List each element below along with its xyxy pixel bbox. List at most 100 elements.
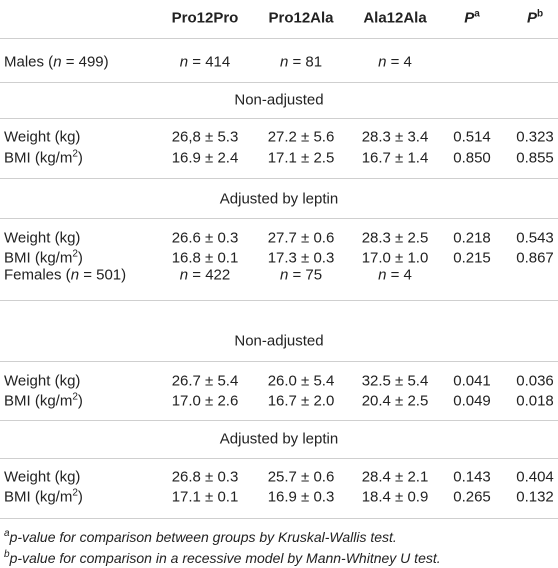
- column-header: Pro12Pro: [172, 10, 239, 27]
- cell: 27.7 ± 0.6: [267, 229, 335, 247]
- text-part: Females (: [4, 266, 71, 284]
- text-part: n: [378, 53, 387, 71]
- group-count: n = 4: [378, 267, 412, 284]
- text-part: P: [464, 9, 475, 27]
- cell: 0.514: [453, 128, 491, 146]
- row-label: Weight (kg): [4, 230, 80, 247]
- text-part: a: [474, 8, 480, 20]
- text-part: BMI (kg/m: [4, 392, 73, 410]
- text-part: Weight (kg): [4, 229, 81, 247]
- text-part: 2: [72, 148, 78, 160]
- text-part: = 81: [288, 53, 323, 71]
- section-title: Adjusted by leptin: [219, 430, 339, 448]
- column-header: Pa: [464, 8, 480, 27]
- row-rule: [0, 118, 558, 119]
- row-rule: [0, 218, 558, 219]
- column-header: Pro12Ala: [268, 10, 333, 27]
- text-part: b: [4, 549, 10, 560]
- cell: 26.6 ± 0.3: [171, 229, 239, 247]
- row-label: BMI (kg/m2): [4, 248, 83, 267]
- cell: 25.7 ± 0.6: [267, 468, 335, 486]
- row-label: BMI (kg/m2): [4, 391, 83, 410]
- text-part: Males (: [4, 53, 54, 71]
- section-title: Non-adjusted: [234, 332, 324, 350]
- text-part: BMI (kg/m: [4, 249, 73, 267]
- cell: 17.3 ± 0.3: [267, 249, 335, 267]
- text-part: = 4: [386, 53, 412, 71]
- cell: 17.0 ± 2.6: [171, 392, 239, 410]
- row-label: Weight (kg): [4, 129, 80, 146]
- row-rule: [0, 458, 558, 459]
- group-count: n = 414: [180, 54, 230, 71]
- cell: 0.867: [516, 249, 554, 267]
- cell: 17.0 ± 1.0: [361, 249, 429, 267]
- text-part: = 501): [79, 266, 127, 284]
- cell: 32.5 ± 5.4: [361, 372, 429, 390]
- cell: 26.8 ± 0.3: [171, 468, 239, 486]
- row-label: Weight (kg): [4, 469, 80, 486]
- text-part: Pro12Ala: [268, 9, 334, 27]
- text-part: Weight (kg): [4, 372, 81, 390]
- text-part: n: [279, 266, 289, 284]
- footnote: bp-value for comparison in a recessive m…: [4, 549, 441, 567]
- text-part: n: [179, 266, 189, 284]
- cell: 16.9 ± 2.4: [171, 149, 239, 167]
- row-rule: [0, 38, 558, 39]
- cell: 26.7 ± 5.4: [171, 372, 239, 390]
- cell: 0.404: [516, 468, 554, 486]
- text-part: 2: [72, 391, 78, 403]
- text-part: ): [77, 488, 83, 506]
- text-part: n: [70, 266, 80, 284]
- text-part: 2: [72, 487, 78, 499]
- cell: 17.1 ± 0.1: [171, 488, 239, 506]
- text-part: Weight (kg): [4, 128, 81, 146]
- cell: 0.036: [516, 372, 554, 390]
- text-part: ): [77, 149, 83, 167]
- text-part: = 422: [188, 266, 231, 284]
- cell: 0.850: [453, 149, 491, 167]
- cell: 16.7 ± 2.0: [267, 392, 335, 410]
- group-count: n = 4: [378, 54, 412, 71]
- cell: 0.041: [453, 372, 491, 390]
- group-count: n = 75: [280, 267, 322, 284]
- row-rule: [0, 518, 558, 519]
- cell: 0.855: [516, 149, 554, 167]
- text-part: n: [378, 266, 387, 284]
- text-part: n: [179, 53, 189, 71]
- cell: 16.9 ± 0.3: [267, 488, 335, 506]
- cell: 0.323: [516, 128, 554, 146]
- cell: 28.3 ± 2.5: [361, 229, 429, 247]
- text-part: p-value for comparison between groups by…: [9, 529, 397, 545]
- cell: 0.049: [453, 392, 491, 410]
- row-label: BMI (kg/m2): [4, 487, 83, 506]
- text-part: = 75: [288, 266, 323, 284]
- text-part: Weight (kg): [4, 468, 81, 486]
- text-part: P: [526, 9, 537, 27]
- text-part: n: [53, 53, 62, 71]
- row-rule: [0, 300, 558, 301]
- row-rule: [0, 178, 558, 179]
- column-header: Pb: [526, 8, 544, 27]
- text-part: p-value for comparison in a recessive mo…: [9, 550, 441, 566]
- text-part: b: [536, 8, 544, 20]
- row-label: Weight (kg): [4, 373, 80, 390]
- cell: 16.8 ± 0.1: [171, 249, 239, 267]
- text-part: 2: [72, 248, 78, 260]
- text-part: Pro12Pro: [171, 9, 239, 27]
- cell: 0.143: [453, 468, 491, 486]
- column-header: Ala12Ala: [363, 10, 426, 27]
- text-part: = 414: [188, 53, 231, 71]
- cell: 0.265: [453, 488, 491, 506]
- cell: 20.4 ± 2.5: [361, 392, 429, 410]
- text-part: ): [77, 249, 83, 267]
- text-part: BMI (kg/m: [4, 149, 73, 167]
- cell: 26,8 ± 5.3: [171, 128, 239, 146]
- cell: 28.3 ± 3.4: [361, 128, 429, 146]
- cell: 26.0 ± 5.4: [267, 372, 335, 390]
- text-part: ): [77, 392, 83, 410]
- cell: 0.018: [516, 392, 554, 410]
- group-count: n = 81: [280, 54, 322, 71]
- cell: 17.1 ± 2.5: [267, 149, 335, 167]
- cell: 0.218: [453, 229, 491, 247]
